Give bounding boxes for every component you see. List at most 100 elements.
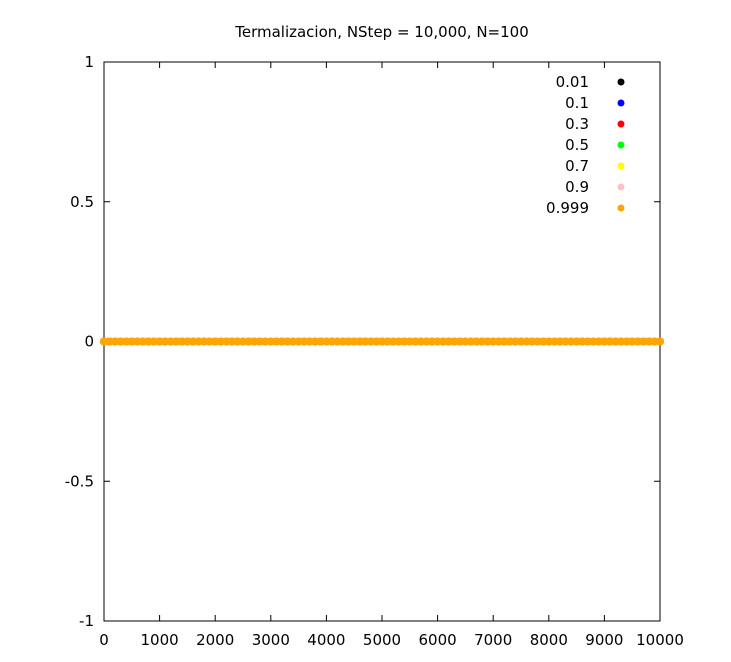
data-point — [483, 337, 492, 346]
data-point — [433, 337, 442, 346]
x-tick-label: 8000 — [530, 631, 568, 649]
data-point — [489, 337, 498, 346]
data-point — [205, 337, 214, 346]
data-point — [216, 337, 225, 346]
x-tick-label: 0 — [99, 631, 109, 649]
data-point — [644, 337, 653, 346]
data-point — [639, 337, 648, 346]
data-point — [550, 337, 559, 346]
data-point — [561, 337, 570, 346]
x-tick-label: 6000 — [419, 631, 457, 649]
data-point — [350, 337, 359, 346]
data-point — [511, 337, 520, 346]
data-point — [450, 337, 459, 346]
data-point — [133, 337, 142, 346]
data-point — [650, 337, 659, 346]
data-point — [394, 337, 403, 346]
data-point — [188, 337, 197, 346]
data-point — [378, 337, 386, 346]
legend-marker — [617, 141, 625, 149]
data-point — [105, 337, 114, 346]
data-point — [533, 337, 542, 346]
legend-marker — [617, 204, 625, 212]
data-point — [611, 337, 620, 346]
data-point — [244, 337, 253, 346]
data-point — [400, 337, 409, 346]
data-point — [572, 337, 581, 346]
legend-label: 0.3 — [565, 115, 589, 133]
data-point — [544, 337, 553, 346]
data-point — [211, 337, 220, 346]
data-point — [411, 337, 420, 346]
data-point — [528, 337, 537, 346]
data-point — [439, 337, 448, 346]
data-point — [522, 337, 531, 346]
data-point — [555, 337, 564, 346]
data-point — [305, 337, 314, 346]
data-point — [416, 337, 425, 346]
data-point — [261, 337, 270, 346]
legend-label: 0.9 — [565, 178, 589, 196]
data-point — [567, 337, 576, 346]
data-point — [150, 337, 159, 346]
x-tick-label: 7000 — [474, 631, 512, 649]
data-point — [466, 337, 475, 346]
y-tick-label: 1 — [84, 53, 94, 71]
x-tick-label: 2000 — [196, 631, 234, 649]
data-point — [200, 337, 209, 346]
data-point — [633, 337, 642, 346]
x-tick-label: 5000 — [363, 631, 401, 649]
legend-label: 0.5 — [565, 136, 589, 154]
data-point — [227, 337, 236, 346]
data-point — [589, 337, 598, 346]
axis-ticks: 0 1000 2000 3000 4000 5000 6000 7000 8000 9000 100… — [65, 53, 684, 649]
data-point — [444, 337, 453, 346]
data-series — [100, 337, 664, 346]
data-point — [272, 337, 281, 346]
y-tick-label: -1 — [79, 612, 94, 630]
data-point — [344, 337, 353, 346]
data-point — [100, 337, 108, 346]
legend-label: 0.7 — [565, 157, 589, 175]
data-point — [605, 337, 614, 346]
data-point — [250, 337, 259, 346]
data-point — [539, 337, 548, 346]
legend-marker — [617, 162, 625, 170]
data-point — [222, 337, 231, 346]
legend-label: 0.1 — [565, 94, 589, 112]
data-point — [183, 337, 192, 346]
data-point — [461, 337, 470, 346]
legend-marker — [617, 99, 625, 107]
series-0.999 — [100, 337, 664, 346]
legend-marker — [617, 78, 625, 86]
data-point — [289, 337, 298, 346]
legend-label: 0.999 — [546, 199, 589, 217]
x-tick-label: 10000 — [636, 631, 684, 649]
x-tick-label: 3000 — [252, 631, 290, 649]
data-point — [155, 337, 164, 346]
data-point — [138, 337, 147, 346]
data-point — [172, 337, 181, 346]
data-point — [294, 337, 303, 346]
data-point — [161, 337, 170, 346]
data-point — [233, 337, 242, 346]
x-tick-label: 9000 — [585, 631, 623, 649]
data-point — [277, 337, 286, 346]
data-point — [628, 337, 637, 346]
data-point — [494, 337, 503, 346]
data-point — [383, 337, 392, 346]
data-point — [322, 337, 331, 346]
data-point — [127, 337, 136, 346]
data-point — [327, 337, 336, 346]
data-point — [255, 337, 264, 346]
data-point — [239, 337, 247, 346]
data-point — [361, 337, 370, 346]
legend-label: 0.01 — [556, 73, 589, 91]
data-point — [111, 337, 120, 346]
data-point — [505, 337, 514, 346]
data-point — [194, 337, 203, 346]
data-point — [617, 337, 626, 346]
data-point — [428, 337, 437, 346]
data-point — [283, 337, 292, 346]
